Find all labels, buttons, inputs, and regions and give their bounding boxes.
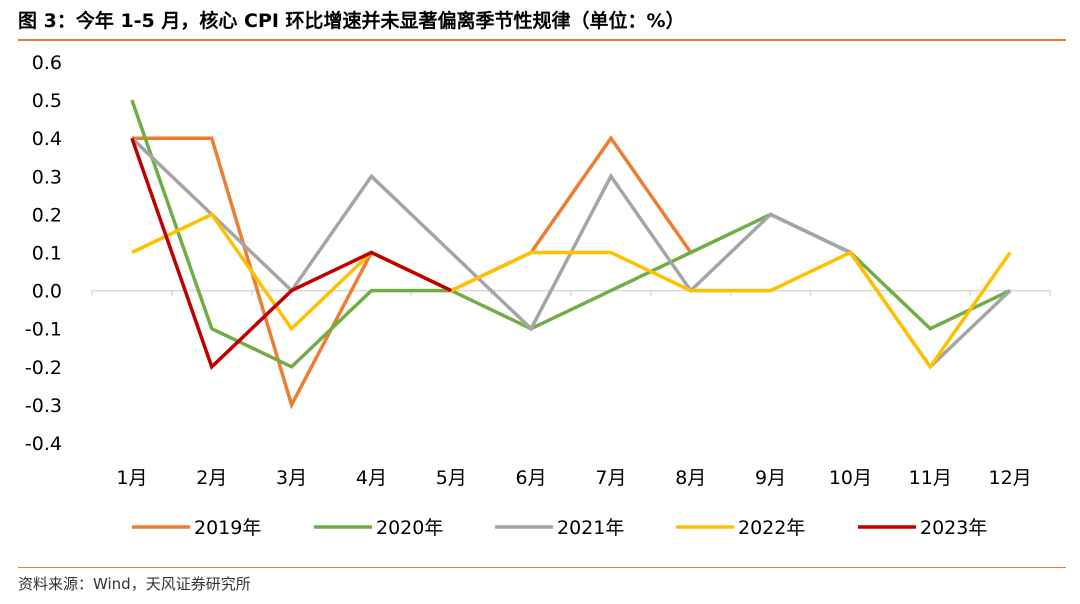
x-tick-label: 10月: [829, 467, 872, 489]
series-line-2023: [130, 137, 453, 370]
series-line-2022: [131, 212, 1012, 370]
series-lines: [130, 99, 1012, 410]
source-rule: [18, 567, 1066, 568]
title-rule: [18, 39, 1066, 41]
y-tick-label: -0.3: [25, 395, 62, 417]
y-tick-label: 0.3: [32, 166, 62, 188]
x-tick-label: 6月: [516, 467, 547, 489]
x-tick-label: 2月: [196, 467, 227, 489]
legend-label: 2021年: [557, 517, 624, 539]
y-tick-label: 0.6: [32, 52, 62, 74]
legend-label: 2022年: [738, 517, 805, 539]
x-axis: 1月 2月 3月 4月 5月 6月 7月 8月 9月 10月 11月 12月: [91, 289, 1051, 489]
y-tick-label: 0.0: [32, 281, 62, 303]
y-tick-label: 0.1: [32, 243, 62, 265]
legend-label: 2019年: [194, 517, 261, 539]
y-tick-label: -0.1: [25, 319, 62, 341]
x-tick-label: 1月: [116, 467, 147, 489]
source-note: 资料来源：Wind，天风证券研究所: [18, 575, 251, 593]
y-tick-label: 0.2: [32, 204, 62, 226]
y-tick-label: -0.4: [25, 433, 62, 455]
legend-label: 2023年: [920, 517, 987, 539]
x-tick-label: 12月: [988, 467, 1031, 489]
series-line-2020: [130, 99, 1011, 369]
x-tick-label: 5月: [436, 467, 467, 489]
y-tick-label: 0.5: [32, 90, 62, 112]
x-tick-label: 4月: [356, 467, 387, 489]
x-tick-label: 3月: [276, 467, 307, 489]
line-chart: 0.6 0.5 0.4 0.3 0.2 0.1 0.0 -0.1 -0.2 -0.3 -0.4 1月…: [25, 52, 1051, 539]
figure-title: 图 3：今年 1-5 月，核心 CPI 环比增速并未显著偏离季节性规律（单位：%…: [18, 10, 685, 32]
x-tick-label: 7月: [595, 467, 626, 489]
x-tick-label: 9月: [755, 467, 786, 489]
x-tick-label: 11月: [909, 467, 952, 489]
x-tick-label: 8月: [675, 467, 706, 489]
y-tick-label: 0.4: [32, 128, 62, 150]
legend: 2019年 2020年 2021年 2022年 2023年: [132, 517, 987, 539]
y-axis-ticks: 0.6 0.5 0.4 0.3 0.2 0.1 0.0 -0.1 -0.2 -0.3 -0.4: [25, 52, 62, 455]
legend-label: 2020年: [376, 517, 443, 539]
y-tick-label: -0.2: [25, 357, 62, 379]
